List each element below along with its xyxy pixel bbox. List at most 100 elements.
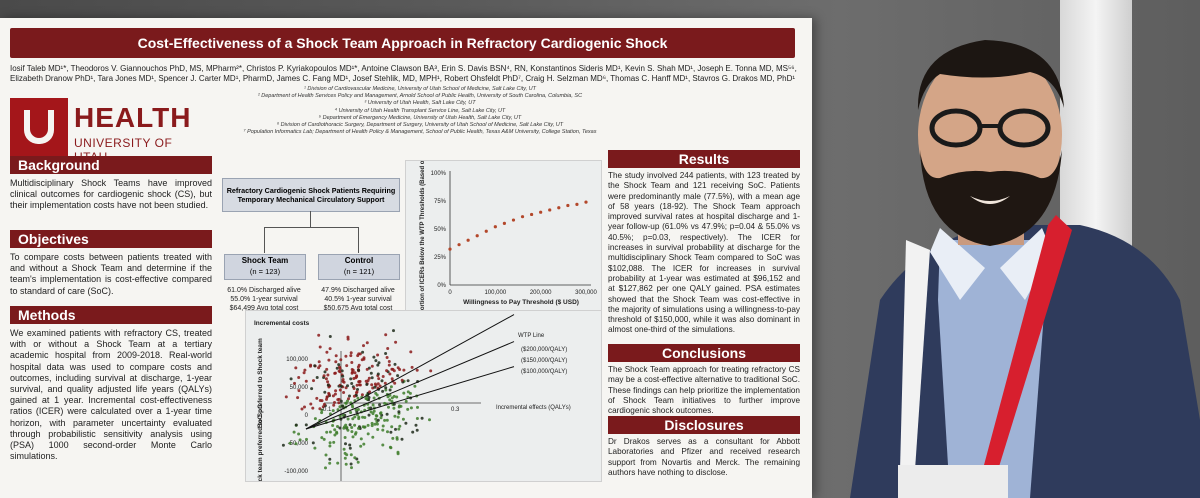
- plane-dot: [413, 384, 417, 388]
- plane-dot: [416, 405, 419, 409]
- presenter-photo: [850, 40, 1200, 498]
- curve-point: [448, 247, 452, 251]
- affiliation-2: ² Department of Health Services Policy a…: [257, 93, 583, 100]
- plane-dot: [351, 417, 355, 421]
- plane-dot: [337, 363, 341, 367]
- plane-dot: [333, 401, 336, 404]
- plane-dot: [310, 387, 314, 391]
- plane-x-label: Incremental effects (QALYs): [496, 405, 571, 411]
- plane-dot: [339, 399, 343, 403]
- plane-dot: [356, 408, 360, 411]
- plane-dot: [312, 379, 315, 383]
- curve-x-tick: 0: [448, 290, 452, 296]
- plane-dot: [402, 368, 406, 372]
- plane-dot: [370, 364, 374, 368]
- plane-dot: [338, 415, 342, 418]
- university-logo: HEALTH UNIVERSITY OF UTAH: [10, 98, 200, 168]
- wtp-line-label: ($200,000/QALY): [521, 347, 567, 353]
- plane-dot: [389, 430, 393, 434]
- plane-dot: [338, 388, 342, 392]
- logo-health-text: HEALTH: [74, 102, 192, 133]
- plane-dot: [406, 379, 410, 383]
- plane-dot: [380, 379, 384, 383]
- plane-dot: [327, 358, 331, 362]
- plane-dot: [288, 441, 292, 445]
- plane-dot: [399, 404, 403, 408]
- plane-dot: [323, 370, 327, 374]
- curve-point: [584, 200, 588, 204]
- curve-point: [475, 234, 479, 238]
- plane-dot: [334, 354, 338, 358]
- plane-dot: [388, 388, 392, 392]
- plane-dot: [414, 423, 418, 427]
- plane-dot: [388, 372, 392, 376]
- plane-dot: [321, 405, 325, 409]
- poster-affiliations: ¹ Division of Cardiovascular Medicine, U…: [200, 86, 640, 136]
- plane-dot: [302, 371, 306, 375]
- plane-dot: [387, 360, 391, 363]
- plane-dot: [344, 354, 348, 358]
- curve-point: [557, 206, 561, 210]
- patient-flow-diagram: Refractory Cardiogenic Shock Patients Re…: [222, 178, 400, 318]
- plane-dot: [333, 392, 337, 396]
- plane-dot: [320, 408, 324, 412]
- plane-dot: [390, 396, 394, 400]
- acceptability-curve-panel: Proportion of ICERs Below the WTP Thresh…: [405, 138, 602, 324]
- plane-dot: [355, 383, 359, 387]
- wtp-line: [305, 341, 515, 430]
- plane-dot: [386, 430, 389, 434]
- plane-y-label: Incremental costs: [254, 320, 310, 327]
- plane-dot: [322, 437, 326, 441]
- background-text: Multidisciplinary Shock Teams have impro…: [10, 178, 212, 211]
- plane-dot: [294, 442, 298, 446]
- plane-dot: [359, 444, 363, 448]
- plane-dot: [371, 435, 375, 439]
- plane-dot: [396, 450, 400, 454]
- plane-dot: [371, 403, 375, 407]
- methods-heading: Methods: [10, 306, 212, 324]
- plane-dot: [341, 404, 344, 408]
- plane-dot: [341, 374, 345, 378]
- shock-team-stat: 55.0% 1-year survival: [230, 296, 298, 303]
- plane-dot: [386, 347, 390, 350]
- control-stat: 47.9% Discharged alive: [321, 287, 395, 294]
- plane-dot: [323, 390, 327, 394]
- curve-x-tick: 200,000: [530, 290, 552, 296]
- plane-dot: [325, 395, 329, 399]
- plane-dot: [357, 415, 361, 419]
- plane-dot: [326, 383, 330, 387]
- plane-dot: [345, 364, 349, 368]
- plane-dot: [368, 390, 372, 394]
- curve-point: [539, 210, 543, 214]
- plane-dot: [381, 389, 385, 393]
- plane-dot: [326, 373, 330, 377]
- plane-dot: [377, 361, 381, 365]
- plane-dot: [398, 424, 402, 428]
- control-stat: 40.5% 1-year survival: [324, 296, 392, 303]
- plane-dot: [332, 440, 336, 444]
- plane-dot: [294, 423, 298, 427]
- poster-title: Cost-Effectiveness of a Shock Team Appro…: [10, 28, 795, 58]
- plane-dot: [362, 344, 365, 348]
- plane-dot: [346, 337, 350, 341]
- plane-y-tick: 50,000: [290, 385, 309, 391]
- plane-dot: [328, 444, 332, 448]
- plane-dot: [357, 380, 361, 384]
- plane-dot: [400, 437, 404, 441]
- plane-dot: [395, 395, 399, 399]
- plane-dot: [339, 384, 343, 388]
- plane-dot: [328, 430, 332, 434]
- plane-dot: [343, 456, 347, 460]
- plane-dot: [320, 411, 324, 415]
- plane-dot: [415, 417, 419, 420]
- plane-dot: [362, 356, 366, 360]
- plane-dot: [332, 403, 336, 407]
- plane-dot: [415, 368, 419, 372]
- plane-dot: [392, 369, 396, 373]
- plane-dot: [328, 347, 332, 351]
- plane-dot: [358, 352, 362, 356]
- cost-effectiveness-plane-panel: Incremental costs SoC preferred to Shock…: [245, 310, 602, 494]
- curve-point: [493, 225, 497, 229]
- plane-dot: [373, 422, 377, 426]
- plane-dot: [315, 376, 319, 379]
